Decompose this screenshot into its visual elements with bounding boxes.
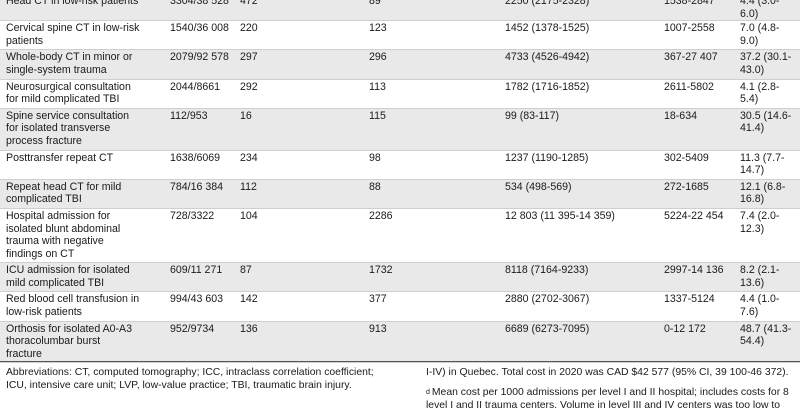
table-cell: 302-5409	[658, 150, 734, 180]
table-cell: 8118 (7164-9233)	[499, 262, 658, 293]
table-cell: 123	[363, 20, 499, 51]
table-cell: 2997-14 136	[658, 262, 734, 293]
table-cell: 2044/8661	[164, 79, 234, 109]
table-cell: 1237 (1190-1285)	[499, 150, 658, 180]
table-cell: 472	[234, 0, 363, 22]
table-cell: 2079/92 578	[164, 49, 234, 80]
table-cell: 220	[234, 20, 363, 51]
table-cell: 4.4 (1.0-7.6)	[734, 291, 800, 322]
footnote-continuation: I-IV) in Quebec. Total cost in 2020 was …	[426, 367, 789, 378]
table-row: ICU admission for isolated mild complica…	[0, 262, 800, 293]
table-cell: 297	[234, 49, 363, 80]
table-cell: 272-1685	[658, 179, 734, 209]
table-cell: 2286	[363, 208, 499, 264]
table-cell: 5224-22 454	[658, 208, 734, 264]
table-cell: 12.1 (6.8-16.8)	[734, 179, 800, 209]
cost-table: Head CT in low-risk patients 3304/38 528 4…	[0, 0, 800, 364]
table-cell: 112/953	[164, 108, 234, 151]
table-cell: 88	[363, 179, 499, 209]
table-cell: 1007-2558	[658, 20, 734, 51]
table-cell: 87	[234, 262, 363, 293]
table-cell: 1638/6069	[164, 150, 234, 180]
table-cell: 11.3 (7.7-14.7)	[734, 150, 800, 180]
table-row: Red blood cell transfusion in low-risk p…	[0, 291, 800, 322]
table-row: Repeat head CT for mild complicated TBI 7…	[0, 179, 800, 209]
table-cell: 913	[363, 321, 499, 364]
table-cell: 6689 (6273-7095)	[499, 321, 658, 364]
table-row: Head CT in low-risk patients 3304/38 528 4…	[0, 0, 800, 22]
table-cell: 2880 (2702-3067)	[499, 291, 658, 322]
table-cell: 2250 (2175-2328)	[499, 0, 658, 22]
row-label-cell: Neurosurgical consultation for mild comp…	[0, 79, 164, 109]
table-bottom-rule	[0, 361, 800, 362]
table-cell: 136	[234, 321, 363, 364]
table-cell: 89	[363, 0, 499, 22]
table-cell: 2611-5802	[658, 79, 734, 109]
table-cell: 99 (83-117)	[499, 108, 658, 151]
table-cell: 234	[234, 150, 363, 180]
table-cell: 0-12 172	[658, 321, 734, 364]
table-cell: 3304/38 528	[164, 0, 234, 22]
table-cell: 1782 (1716-1852)	[499, 79, 658, 109]
table-cell: 16	[234, 108, 363, 151]
table-cell: 12 803 (11 395-14 359)	[499, 208, 658, 264]
table-cell: 952/9734	[164, 321, 234, 364]
table-cell: 1540/36 008	[164, 20, 234, 51]
table-cell: 115	[363, 108, 499, 151]
table-cell: 7.0 (4.8-9.0)	[734, 20, 800, 51]
table-cell: 4.4 (3.0-6.0)	[734, 0, 800, 22]
table-cell: 98	[363, 150, 499, 180]
table-cell: 994/43 603	[164, 291, 234, 322]
row-label-cell: Spine service consultation for isolated …	[0, 108, 164, 151]
row-label-cell: Hospital admission for isolated blunt ab…	[0, 208, 164, 264]
table-cell: 4.1 (2.8-5.4)	[734, 79, 800, 109]
row-label-cell: Whole-body CT in minor or single-system …	[0, 49, 164, 80]
table-row: Whole-body CT in minor or single-system …	[0, 49, 800, 80]
table-row: Cervical spine CT in low-risk patients 15…	[0, 20, 800, 51]
table-cell: 534 (498-569)	[499, 179, 658, 209]
table-cell: 37.2 (30.1-43.0)	[734, 49, 800, 80]
table-cell: 1452 (1378-1525)	[499, 20, 658, 51]
table-cell: 7.4 (2.0-12.3)	[734, 208, 800, 264]
table-cell: 609/11 271	[164, 262, 234, 293]
table-cell: 30.5 (14.6-41.4)	[734, 108, 800, 151]
row-label-cell: Head CT in low-risk patients	[0, 0, 164, 22]
table-row: Hospital admission for isolated blunt ab…	[0, 208, 800, 264]
table-cell: 377	[363, 291, 499, 322]
abbreviations-footnote: Abbreviations: CT, computed tomography; …	[6, 367, 374, 392]
row-label-cell: ICU admission for isolated mild complica…	[0, 262, 164, 293]
footnote-d-marker: d	[426, 389, 430, 396]
table-cell: 367-27 407	[658, 49, 734, 80]
table-row: Spine service consultation for isolated …	[0, 108, 800, 151]
table-cell: 292	[234, 79, 363, 109]
table-cell: 142	[234, 291, 363, 322]
table-cell: 112	[234, 179, 363, 209]
row-label-cell: Orthosis for isolated A0-A3 thoracolumba…	[0, 321, 164, 364]
table-cell: 104	[234, 208, 363, 264]
table-row: Neurosurgical consultation for mild comp…	[0, 79, 800, 109]
row-label-cell: Red blood cell transfusion in low-risk p…	[0, 291, 164, 322]
row-label-cell: Cervical spine CT in low-risk patients	[0, 20, 164, 51]
table-cell: 8.2 (2.1-13.6)	[734, 262, 800, 293]
table-cell: 1538-2847	[658, 0, 734, 22]
table-cell: 113	[363, 79, 499, 109]
row-label-cell: Posttransfer repeat CT	[0, 150, 164, 180]
table-cell: 784/16 384	[164, 179, 234, 209]
table-cell: 1337-5124	[658, 291, 734, 322]
table-cell: 296	[363, 49, 499, 80]
footnote-d-text: Mean cost per 1000 admissions per level …	[426, 387, 789, 412]
row-label-cell: Repeat head CT for mild complicated TBI	[0, 179, 164, 209]
table-cell: 4733 (4526-4942)	[499, 49, 658, 80]
table-row: Orthosis for isolated A0-A3 thoracolumba…	[0, 321, 800, 364]
table-cell: 728/3322	[164, 208, 234, 264]
table-cell: 18-634	[658, 108, 734, 151]
table-cell: 1732	[363, 262, 499, 293]
table-row: Posttransfer repeat CT 1638/6069 234 98 1237…	[0, 150, 800, 180]
footnote-d: d Mean cost per 1000 admissions per level…	[426, 386, 796, 412]
table-cell: 48.7 (41.3-54.4)	[734, 321, 800, 364]
